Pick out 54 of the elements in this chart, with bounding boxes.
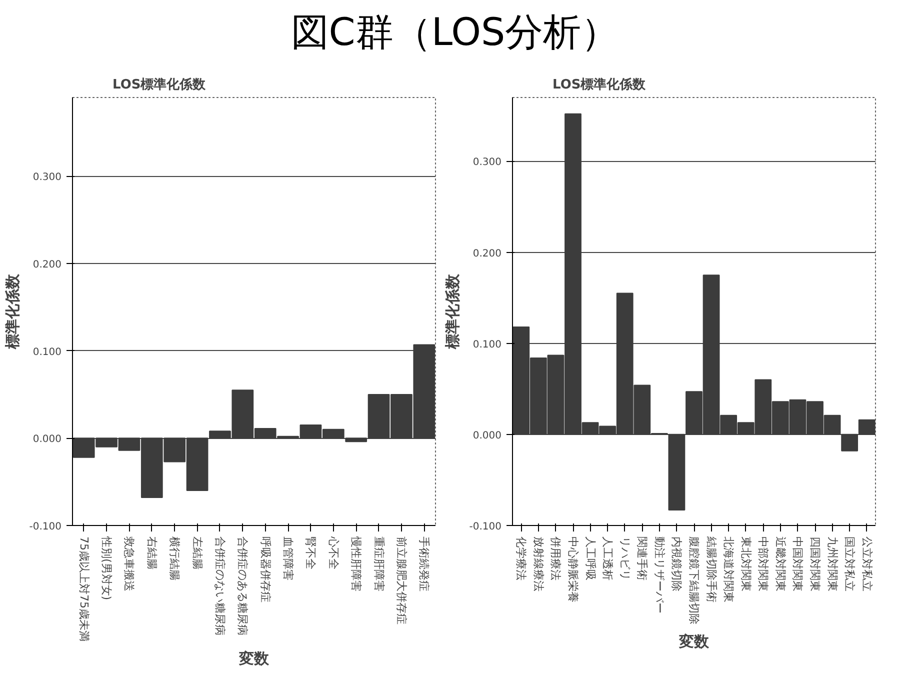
chart-title: 図C群（LOS分析） [290, 9, 620, 56]
x-tick-label: 右結腸 [145, 536, 158, 570]
x-tick-label: 動注リザーバー [652, 536, 666, 614]
x-tick-label: 中心静脈栄養 [566, 536, 580, 602]
y-tick-label: 0.100 [32, 346, 62, 358]
x-tick-label: 腎不全 [304, 536, 318, 570]
x-tick-label: 腹腔鏡下結腸切除 [688, 536, 700, 624]
x-tick-label: 合併症のない糖尿病 [213, 536, 226, 636]
x-tick-label: 75歳以上対75歳未満 [77, 536, 90, 642]
x-tick-label: 北海道対関東 [722, 536, 736, 602]
x-axis-title: 変数 [238, 649, 270, 668]
y-tick-label: 0.100 [472, 339, 502, 350]
x-axis-title: 変数 [678, 632, 710, 650]
y-tick-label: -0.100 [469, 522, 502, 532]
x-tick-label: 東北対関東 [739, 536, 752, 592]
x-tick-label: 前立腺肥大併存症 [394, 536, 408, 624]
x-tick-label: リハビリ [618, 536, 632, 580]
x-tick-label: 合併症のある糖尿病 [236, 536, 250, 636]
x-tick-label: 人工呼吸 [584, 536, 597, 580]
y-tick-label: 0.300 [472, 157, 502, 168]
chart-subtitle: LOS標準化係数 [552, 78, 647, 92]
x-tick-label: 横行結腸 [168, 536, 182, 580]
x-tick-label: 救急車搬送 [122, 536, 136, 592]
x-tick-label: 慢性肝障害 [350, 536, 363, 592]
y-tick-label: 0.200 [472, 248, 502, 260]
x-tick-label: 中部対関東 [756, 536, 770, 592]
x-tick-label: 公立対私立 [860, 536, 874, 592]
x-tick-label: 国立対私立 [843, 536, 856, 592]
x-tick-label: 血管障害 [282, 536, 295, 580]
y-tick-label: 0.200 [32, 259, 62, 270]
y-axis-title: 標準化係数 [3, 273, 22, 350]
x-tick-label: 人工透析 [601, 536, 614, 580]
x-tick-label: 近畿対関東 [774, 536, 787, 592]
y-tick-label: 0.000 [472, 430, 502, 442]
y-tick-label: -0.100 [29, 522, 62, 532]
x-tick-label: 放射線療法 [532, 536, 545, 592]
y-tick-label: 0.000 [32, 434, 62, 446]
x-tick-label: 九州対関東 [826, 536, 839, 592]
x-tick-label: 結腸切除手術 [704, 536, 718, 602]
x-tick-label: 手術続発症 [418, 536, 431, 592]
x-tick-label: 化学療法 [514, 536, 528, 580]
x-tick-label: 左結腸 [190, 536, 204, 570]
x-tick-label: 呼吸器併存症 [258, 536, 272, 602]
x-tick-label: 心不全 [326, 536, 340, 570]
x-tick-label: 性別(男対女) [100, 536, 114, 600]
x-tick-label: 併用療法 [549, 536, 562, 580]
y-axis-title: 標準化係数 [443, 273, 462, 350]
y-tick-label: 0.300 [32, 172, 62, 184]
x-tick-label: 内視鏡切除 [670, 536, 684, 592]
x-tick-label: 中国対関東 [791, 536, 804, 592]
chart-subtitle: LOS標準化係数 [112, 78, 207, 92]
x-tick-label: 関連手術 [636, 536, 649, 580]
x-tick-label: 重症肝障害 [372, 536, 386, 592]
x-tick-label: 四国対関東 [808, 536, 822, 592]
